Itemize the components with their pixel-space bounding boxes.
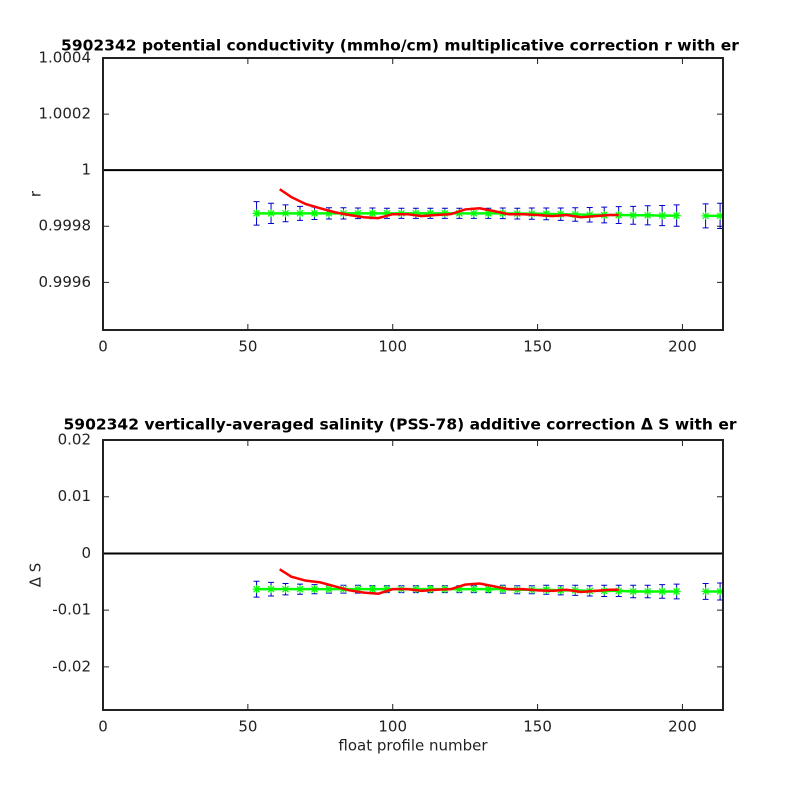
marker: [455, 209, 464, 218]
marker: [455, 585, 464, 594]
marker: [382, 585, 391, 594]
marker: [310, 209, 319, 218]
x-tick-label: 0: [98, 338, 108, 356]
marker: [426, 209, 435, 218]
x-tick-label: 0: [98, 718, 108, 736]
marker: [571, 210, 580, 219]
marker: [585, 210, 594, 219]
marker: [353, 209, 362, 218]
x-tick-label: 50: [238, 338, 257, 356]
marker: [658, 211, 667, 220]
marker: [672, 211, 681, 220]
x-tick-label: 200: [668, 718, 697, 736]
marker: [716, 587, 725, 596]
marker: [701, 587, 710, 596]
marker: [310, 585, 319, 594]
y-tick-label: 0: [81, 544, 91, 562]
marker: [672, 587, 681, 596]
y-tick-label: 1.0004: [39, 49, 92, 67]
marker: [484, 209, 493, 218]
x-tick-label: 100: [378, 338, 407, 356]
y-tick-label: -0.01: [52, 601, 91, 619]
y-tick-label: 0.02: [58, 431, 91, 449]
marker: [614, 586, 623, 595]
marker: [267, 209, 276, 218]
marker: [658, 587, 667, 596]
marker: [382, 209, 391, 218]
marker: [542, 209, 551, 218]
axes-frame: [102, 57, 724, 331]
x-tick-label: 200: [668, 338, 697, 356]
marker: [281, 209, 290, 218]
marker: [629, 211, 638, 220]
marker: [281, 585, 290, 594]
marker: [353, 585, 362, 594]
marker: [556, 210, 565, 219]
y-tick-label: 1: [81, 161, 91, 179]
marker: [252, 585, 261, 594]
series-line: [279, 188, 619, 220]
marker: [252, 209, 261, 218]
y-tick-label: 0.01: [58, 487, 91, 505]
y-tick-label: 0.9998: [39, 217, 92, 235]
y-axis-label: r: [27, 190, 45, 197]
marker: [614, 211, 623, 220]
y-tick-label: 0.9996: [39, 273, 92, 291]
marker: [716, 211, 725, 220]
marker: [368, 209, 377, 218]
chart-title: 5902342 potential conductivity (mmho/cm)…: [61, 37, 739, 55]
marker: [469, 209, 478, 218]
series-line: [279, 568, 619, 595]
marker: [267, 585, 276, 594]
x-tick-label: 150: [523, 338, 552, 356]
marker: [643, 211, 652, 220]
marker: [643, 587, 652, 596]
x-axis-label: float profile number: [338, 737, 488, 755]
marker: [296, 585, 305, 594]
marker: [629, 587, 638, 596]
marker: [324, 209, 333, 218]
x-tick-label: 50: [238, 718, 257, 736]
marker: [701, 211, 710, 220]
marker: [296, 209, 305, 218]
chart-title: 5902342 vertically-averaged salinity (PS…: [64, 416, 737, 434]
x-tick-label: 100: [378, 718, 407, 736]
y-tick-label: 1.0002: [39, 105, 92, 123]
y-axis-label: Δ S: [27, 563, 45, 588]
x-tick-label: 150: [523, 718, 552, 736]
marker: [469, 585, 478, 594]
axes-frame: [102, 439, 724, 711]
marker: [411, 209, 420, 218]
y-tick-label: -0.02: [52, 657, 91, 675]
marker: [368, 585, 377, 594]
marker: [484, 585, 493, 594]
marker: [324, 585, 333, 594]
